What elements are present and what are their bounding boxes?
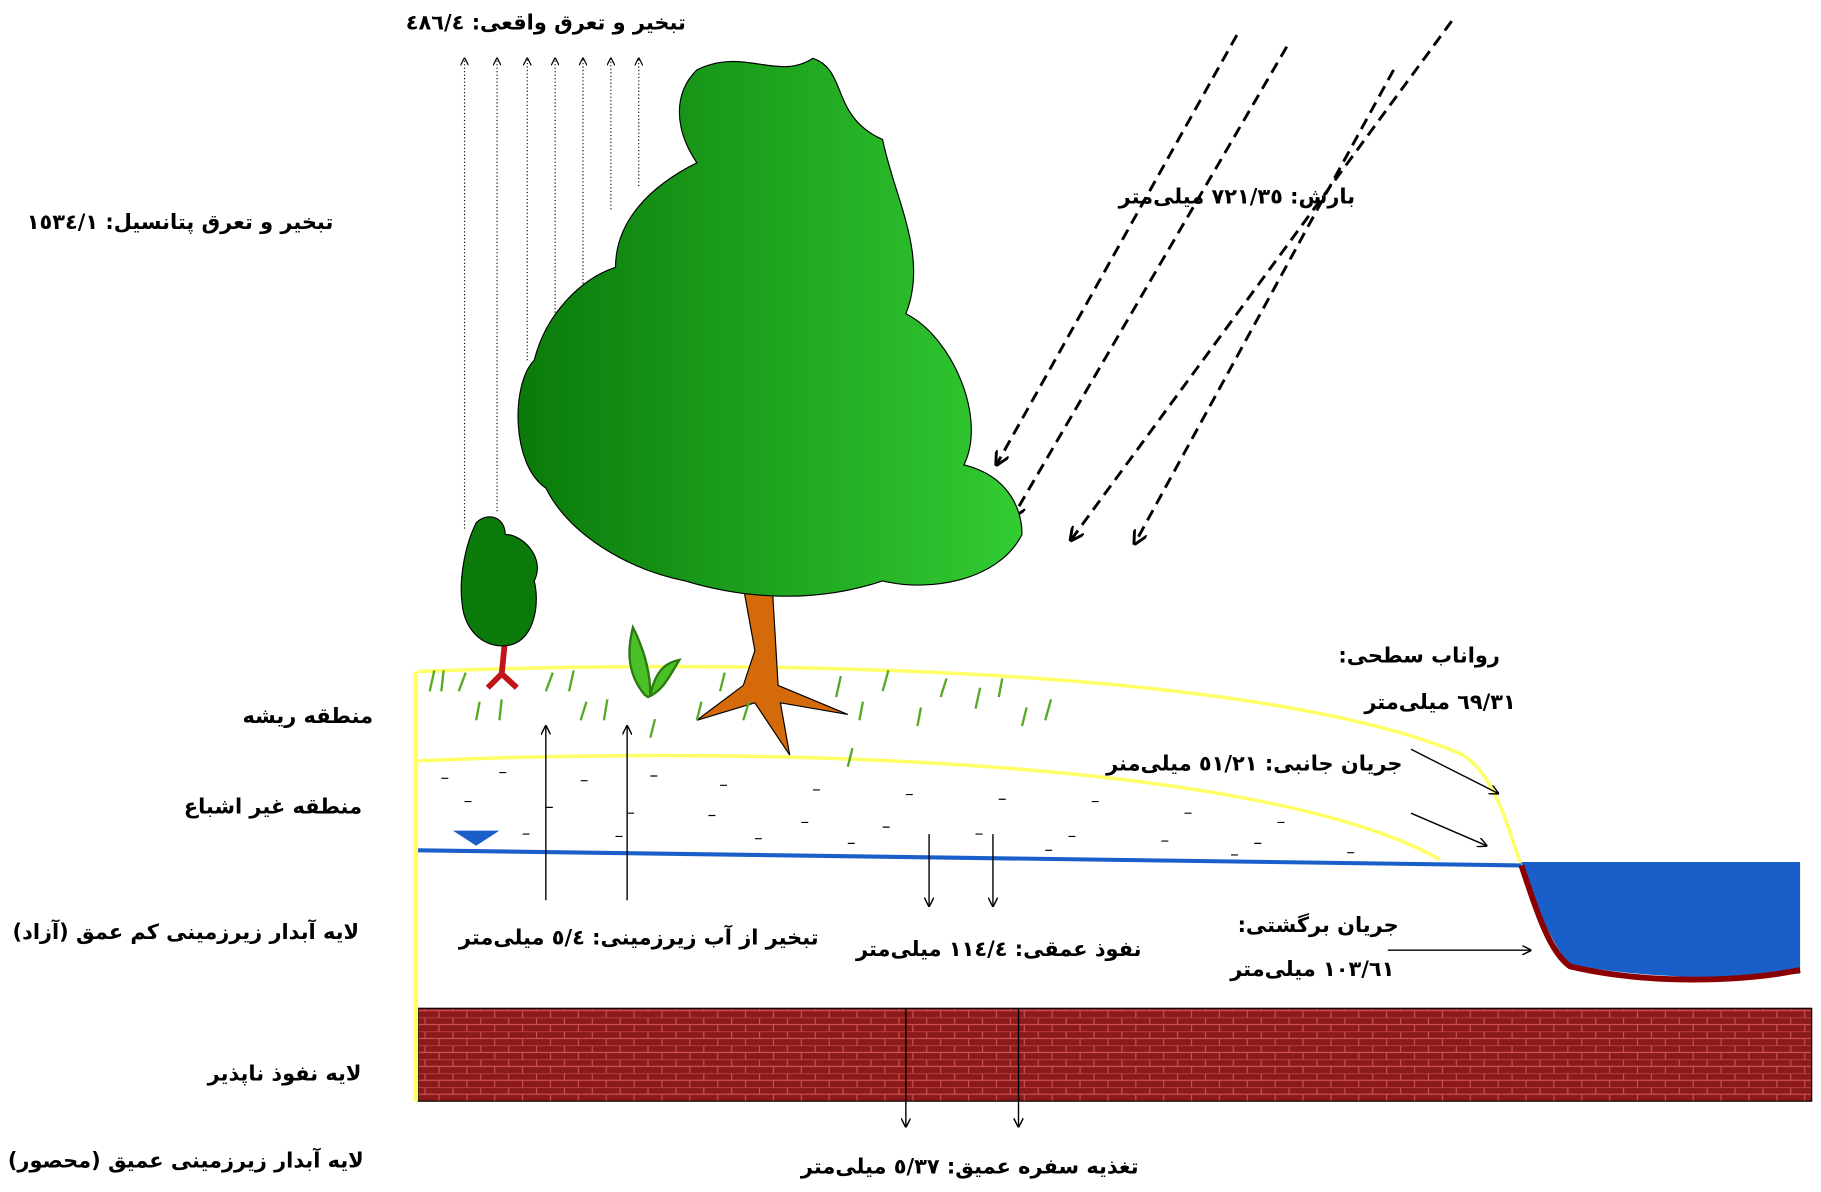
return-flow-value: ١٠٣/٦١ میلی‌متر [1229, 957, 1394, 981]
zone-label: لایه نفوذ ناپذیر [207, 1061, 362, 1085]
deep-recharge: تغذیه سفره عمیق: ٥/٣٧ میلی‌متر [800, 1154, 1139, 1178]
return-flow-title: جریان برگشتی: [1238, 913, 1399, 937]
zone-label: لایه آبدار زیرزمینی عمیق (محصور) [8, 1148, 364, 1173]
layout [413, 20, 1813, 1127]
zone-label: منطقه غیر اشباع [184, 794, 362, 818]
deep-percolation: نفوذ عمقی: ١١٤/٤ میلی‌متر [855, 937, 1142, 961]
precipitation: بارش: ٧٢١/٣٥ میلی‌متر [1118, 185, 1355, 209]
lateral-flow: جریان جانبی: ٥١/٢١ میلی‌منر [1105, 751, 1402, 775]
zone-label: منطقه ریشه [242, 704, 373, 728]
gw-evaporation: تبخیر از آب زیرزمینی: ٥/٤ میلی‌متر [458, 925, 819, 950]
potential-et: تبخیر و تعرق پتانسیل: ١٥٣٤/١ [27, 210, 334, 234]
runoff-title: رواناب سطحی: [1338, 643, 1500, 667]
zone-label: لایه آبدار زیرزمینی کم عمق (آزاد) [13, 919, 360, 944]
texts: تبخیر و تعرق واقعی: ٤٨٦/٤ تبخیر و تعرق پ… [8, 10, 1516, 1178]
runoff-value: ٦٩/٣١ میلی‌متر [1363, 690, 1516, 714]
actual-et: تبخیر و تعرق واقعی: ٤٨٦/٤ [406, 10, 686, 34]
